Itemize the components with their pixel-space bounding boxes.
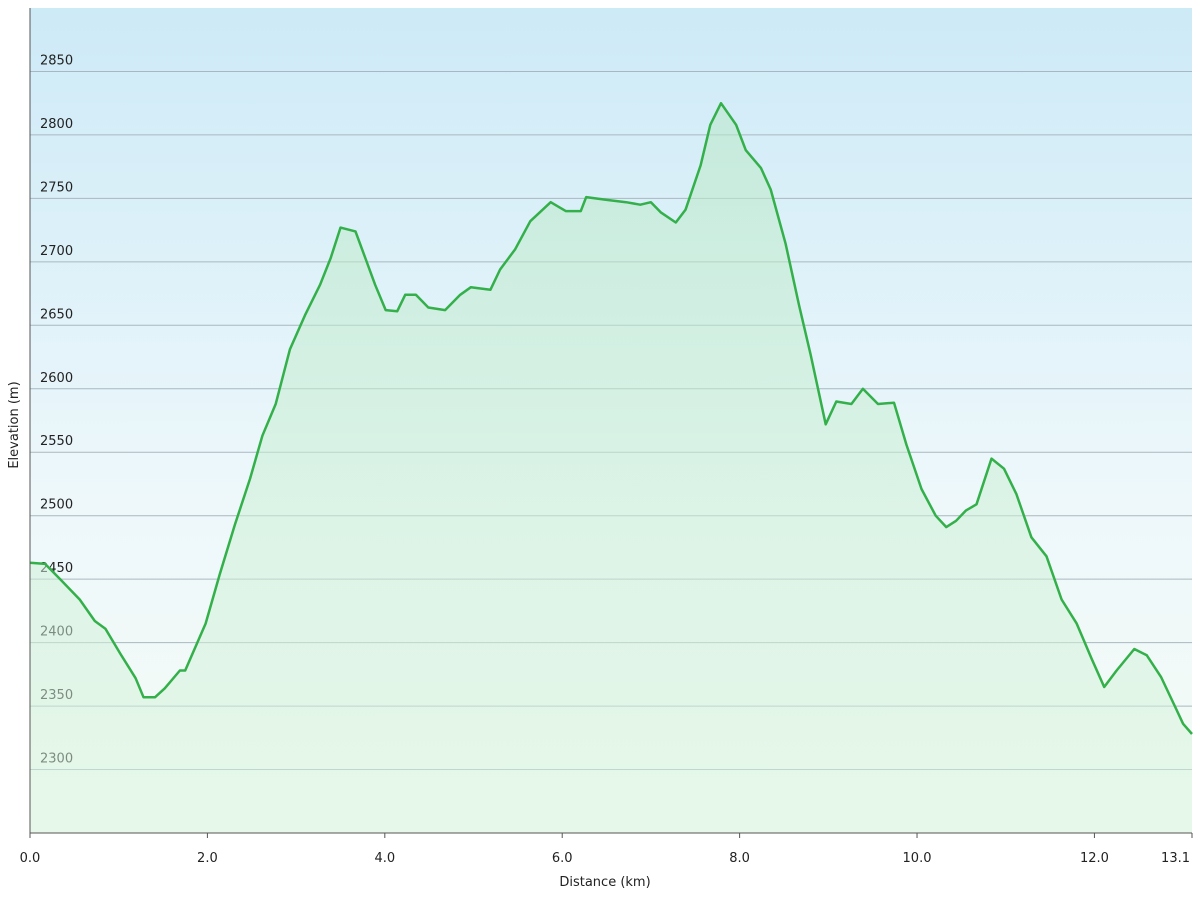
- x-tick-label: 13.1: [1161, 851, 1190, 866]
- y-tick-label: 2750: [40, 180, 73, 195]
- x-tick-label: 8.0: [729, 851, 750, 866]
- y-tick-label: 2550: [40, 434, 73, 449]
- x-tick-label: 0.0: [20, 851, 41, 866]
- x-tick-label: 4.0: [374, 851, 395, 866]
- y-axis-label: Elevation (m): [7, 381, 22, 468]
- y-tick-label: 2850: [40, 53, 73, 68]
- elevation-line: [29, 101, 1193, 735]
- y-tick-label: 2650: [40, 307, 73, 322]
- x-axis-label: Distance (km): [559, 875, 650, 890]
- y-tick-label: 2700: [40, 244, 73, 259]
- y-tick-label: 2500: [40, 498, 73, 513]
- x-tick-label: 6.0: [552, 851, 573, 866]
- x-tick-label: 2.0: [197, 851, 218, 866]
- x-tick-label: 10.0: [903, 851, 932, 866]
- x-tick-label: 12.0: [1080, 851, 1109, 866]
- y-tick-label: 2600: [40, 371, 73, 386]
- y-tick-label: 2800: [40, 117, 73, 132]
